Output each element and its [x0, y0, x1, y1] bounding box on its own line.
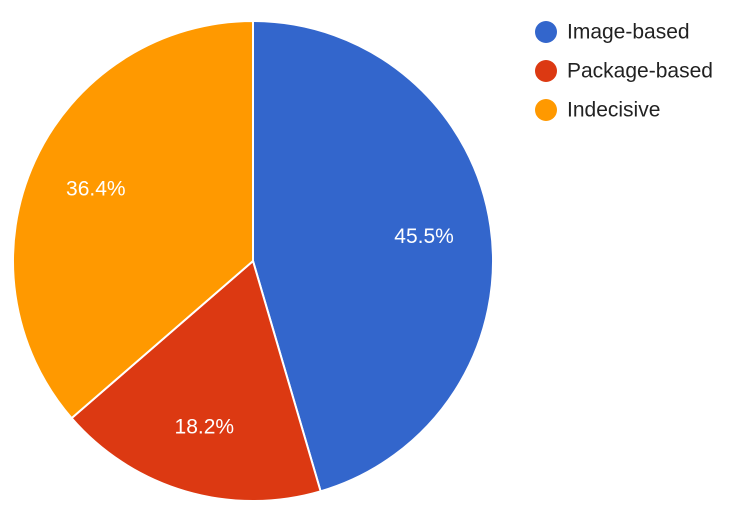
legend-swatch-indecisive — [535, 99, 557, 121]
legend-label-package-based: Package-based — [567, 60, 713, 83]
legend-item-package-based: Package-based — [535, 60, 713, 83]
pie-slice-package-based — [70, 260, 322, 502]
pie-slices — [12, 20, 494, 502]
legend-swatch-image-based — [535, 21, 557, 43]
legend-item-indecisive: Indecisive — [535, 99, 660, 122]
legend: Image-based Package-based Indecisive — [535, 21, 713, 122]
legend-swatch-package-based — [535, 60, 557, 82]
legend-item-image-based: Image-based — [535, 21, 690, 44]
pie-data-labels: 45.5% 18.2% 36.4% — [66, 178, 454, 439]
legend-label-indecisive: Indecisive — [567, 99, 660, 122]
data-label-image-based: 45.5% — [394, 225, 454, 248]
legend-label-image-based: Image-based — [567, 21, 690, 44]
pie-slice-image-based — [252, 20, 494, 493]
data-label-package-based: 18.2% — [175, 415, 235, 438]
pie-slice-indecisive — [12, 20, 254, 420]
data-label-indecisive: 36.4% — [66, 178, 126, 201]
